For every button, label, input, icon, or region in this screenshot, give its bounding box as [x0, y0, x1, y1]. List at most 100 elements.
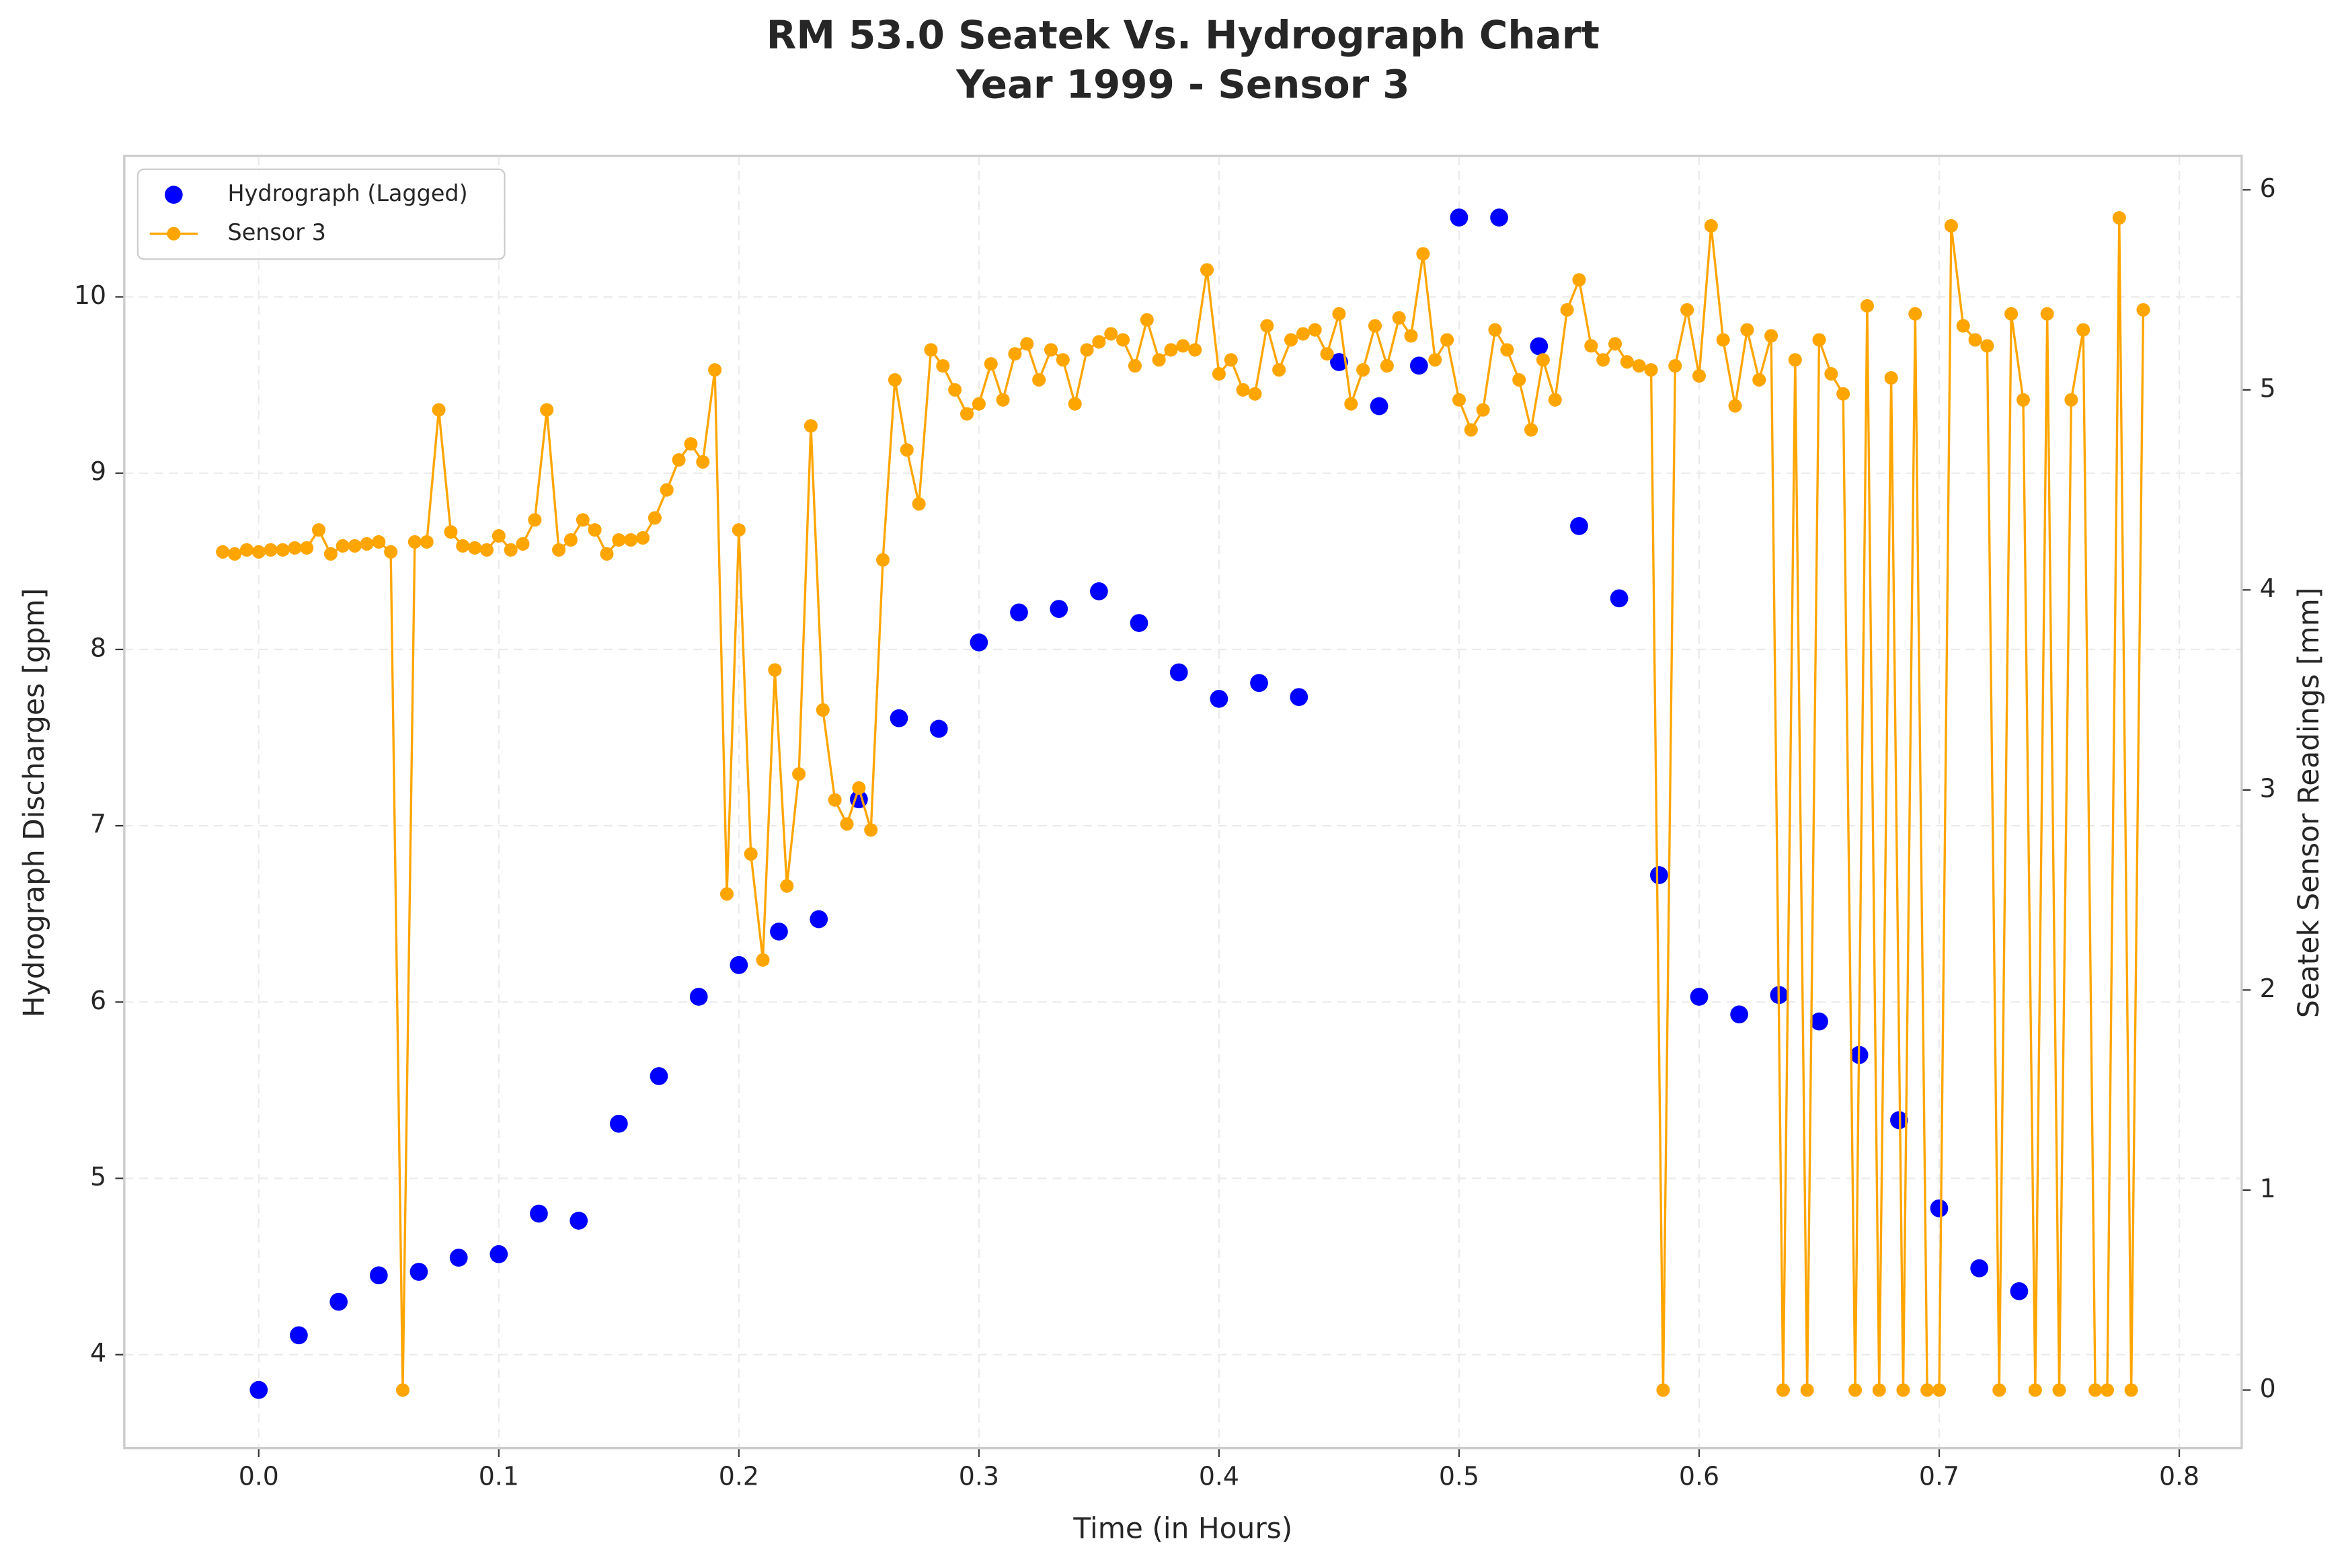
- sensor-point: [1920, 1383, 1934, 1397]
- y-tick-label: 5: [90, 1162, 106, 1191]
- sensor-point: [1848, 1383, 1863, 1397]
- sensor-point: [936, 359, 950, 373]
- x-tick-label: 0.3: [959, 1462, 999, 1491]
- sensor-point: [1476, 403, 1490, 417]
- sensor-point: [312, 523, 326, 537]
- hydrograph-point: [1570, 517, 1588, 535]
- y-tick-label: 6: [90, 986, 106, 1015]
- sensor-point: [1644, 363, 1658, 377]
- sensor-point: [552, 543, 566, 557]
- hydrograph-point: [689, 988, 708, 1006]
- sensor-point: [1356, 363, 1370, 377]
- sensor-point: [2016, 393, 2031, 407]
- sensor-point: [636, 531, 650, 545]
- x-tick-label: 0.4: [1199, 1462, 1239, 1491]
- hydrograph-point: [970, 633, 988, 652]
- sensor-point: [1164, 343, 1178, 357]
- x-axis-label: Time (in Hours): [1072, 1512, 1292, 1545]
- legend-marker: [164, 186, 183, 204]
- hydrograph-point: [449, 1249, 468, 1267]
- sensor-point: [1296, 327, 1310, 341]
- sensor-point: [420, 535, 434, 549]
- sensor-point: [1440, 333, 1454, 347]
- y-tick-label: 10: [74, 280, 106, 310]
- hydrograph-point: [1210, 689, 1228, 708]
- hydrograph-point: [1090, 582, 1108, 600]
- sensor-point: [1872, 1383, 1886, 1397]
- sensor-point: [1716, 333, 1730, 347]
- sensor-point: [672, 453, 686, 467]
- legend: Hydrograph (Lagged) Sensor 3: [136, 168, 506, 260]
- sensor-point: [2052, 1383, 2066, 1397]
- sensor-point: [1548, 393, 1562, 407]
- sensor-point: [1560, 303, 1574, 317]
- y-tick-label: 4: [90, 1338, 106, 1368]
- y-tick-label: 7: [90, 810, 106, 839]
- sensor-point: [444, 525, 458, 539]
- sensor-point: [900, 443, 914, 457]
- sensor-point: [1992, 1383, 2006, 1397]
- y2-tick-label: 0: [2260, 1374, 2276, 1403]
- sensor-point: [1488, 323, 1502, 337]
- sensor-point: [684, 437, 698, 451]
- plot-frame: [123, 155, 2243, 1450]
- sensor-point: [756, 953, 770, 967]
- sensor-point: [1584, 339, 1598, 353]
- sensor-point: [1140, 313, 1154, 327]
- sensor-point: [2088, 1383, 2103, 1397]
- sensor-point: [1224, 353, 1238, 367]
- sensor-point: [492, 529, 506, 543]
- sensor-point: [576, 513, 590, 527]
- sensor-point: [251, 545, 266, 559]
- sensor-point: [1752, 373, 1766, 387]
- sensor-point: [239, 543, 253, 557]
- sensor-point: [600, 547, 614, 561]
- x-tick-label: 0.1: [479, 1462, 519, 1491]
- sensor-point: [348, 539, 362, 553]
- hydrograph-point: [329, 1292, 348, 1311]
- hydrograph-point: [730, 955, 748, 974]
- hydrograph-point: [1010, 603, 1028, 622]
- sensor-point: [1008, 347, 1022, 361]
- sensor-point: [1188, 343, 1202, 357]
- sensor-point: [1236, 383, 1250, 397]
- hydrograph-point: [609, 1114, 628, 1133]
- sensor-point: [1776, 1383, 1790, 1397]
- chart-subtitle: Year 1999 - Sensor 3: [955, 61, 1409, 107]
- sensor-point: [1980, 339, 1994, 353]
- sensor-point: [744, 847, 758, 861]
- sensor-point: [1416, 247, 1430, 261]
- sensor-point: [2136, 303, 2150, 317]
- sensor-point: [1044, 343, 1058, 357]
- sensor-point: [1788, 353, 1802, 367]
- hydrograph-point: [1490, 208, 1508, 227]
- y2-tick-label: 2: [2260, 974, 2276, 1003]
- hydrograph-point: [1649, 866, 1668, 884]
- hydrograph-point: [1409, 356, 1428, 375]
- sensor-point: [1896, 1383, 1910, 1397]
- sensor-point: [468, 541, 482, 555]
- sensor-point: [708, 363, 722, 377]
- sensor-point: [2112, 210, 2126, 225]
- hydrograph-point: [1130, 614, 1148, 632]
- sensor-point: [1344, 397, 1358, 411]
- sensor-point: [696, 455, 710, 469]
- sensor-point: [719, 887, 734, 901]
- hydrograph-point: [369, 1266, 388, 1285]
- sensor-point: [563, 533, 578, 547]
- hydrograph-point: [1610, 589, 1629, 608]
- sensor-point: [1092, 335, 1106, 349]
- hydrograph-point: [1530, 337, 1549, 356]
- y2-tick-label: 5: [2260, 373, 2276, 403]
- sensor-point: [840, 817, 854, 831]
- sensor-point: [1968, 333, 1982, 347]
- sensor-point: [660, 483, 674, 497]
- sensor-point: [1608, 337, 1622, 351]
- sensor-point: [792, 767, 806, 781]
- sensor-point: [1572, 273, 1586, 287]
- sensor-point: [1668, 359, 1682, 373]
- sensor-point: [888, 373, 902, 387]
- sensor-point: [732, 523, 746, 537]
